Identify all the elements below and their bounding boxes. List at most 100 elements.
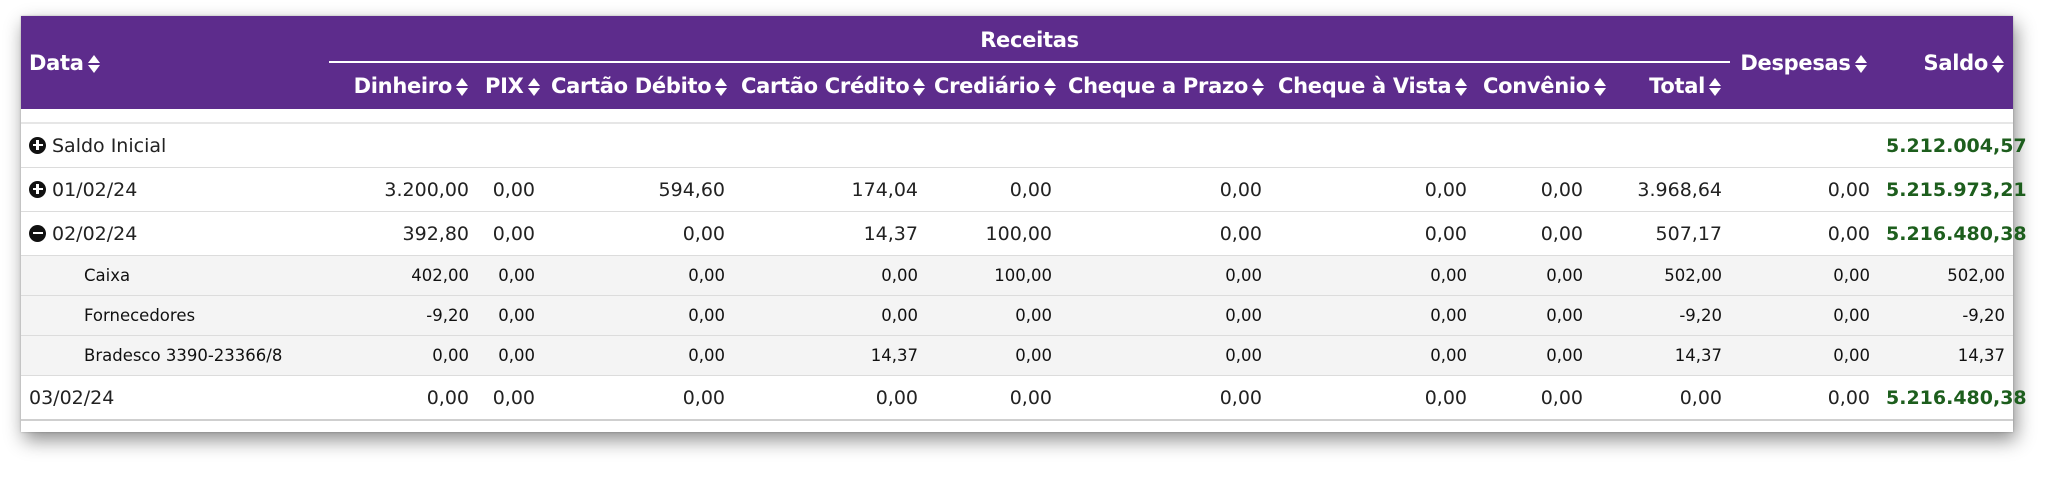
table-cell: -9,20 [1591,295,1731,336]
table-cell: 0,00 [1060,375,1270,421]
table-cell: 0,00 [1270,335,1475,376]
table-cell: 392,80 [329,211,477,256]
sort-icon[interactable] [1455,77,1468,97]
table-cell: 0,00 [477,335,543,376]
column-header-dinheiro[interactable]: Dinheiro [329,63,477,109]
table-cell: 0,00 [543,375,733,421]
table-subrow: Bradesco 3390-23366/8 0,00 0,00 0,00 14,… [21,335,2014,376]
table-row: 03/02/24 0,00 0,00 0,00 0,00 0,00 0,00 0… [21,375,2027,421]
saldo-cell: 5.212.004,57 [1878,123,2027,168]
table-cell: 0,00 [733,255,926,296]
table-row-saldo-inicial: Saldo Inicial 5.212.004,57 [21,123,2027,168]
table-cell: 0,00 [543,255,733,296]
column-header-total[interactable]: Total [1591,63,1731,109]
table-cell: 14,37 [733,335,926,376]
table-cell: 0,00 [926,167,1060,212]
table-cell: 0,00 [477,167,543,212]
table-cell: 0,00 [329,375,477,421]
table-subrow: Caixa 402,00 0,00 0,00 0,00 100,00 0,00 … [21,255,2014,296]
table-cell: 0,00 [1730,335,1879,376]
table-cell: 0,00 [1730,211,1879,256]
table-cell: 0,00 [1060,167,1270,212]
saldo-cell: 5.216.480,38 [1878,375,2027,421]
table-cell: 100,00 [926,255,1060,296]
table-cell: 100,00 [926,211,1060,256]
column-header-cartao-credito[interactable]: Cartão Crédito [733,63,926,109]
table-cell: 0,00 [1270,167,1475,212]
column-group-receitas: Receitas [329,16,1731,63]
table-cell: 3.968,64 [1591,167,1731,212]
column-header-cheque-vista[interactable]: Cheque à Vista [1270,63,1475,109]
sort-icon[interactable] [1043,77,1057,97]
table-cell: 0,00 [477,211,543,256]
sort-icon[interactable] [456,77,469,97]
header-spacer [21,109,2014,124]
sort-icon[interactable] [1992,54,2005,74]
table-cell: 0,00 [1270,211,1475,256]
saldo-cell: 5.215.973,21 [1878,167,2027,212]
table-cell: 0,00 [1060,295,1270,336]
table-cell: 0,00 [926,335,1060,376]
sort-icon[interactable] [1593,77,1607,97]
table-cell: 0,00 [1730,255,1879,296]
table-row: 02/02/24 392,80 0,00 0,00 14,37 100,00 0… [21,211,2027,256]
subrow-label: Caixa [21,255,329,296]
table-cell: 0,00 [477,375,543,421]
table-cell: 0,00 [733,295,926,336]
subrow-label: Bradesco 3390-23366/8 [21,335,329,376]
table-cell: 0,00 [1730,167,1879,212]
table-cell: 0,00 [543,335,733,376]
column-header-cheque-prazo[interactable]: Cheque a Prazo [1060,63,1270,109]
table-cell: -9,20 [329,295,477,336]
table-cell: 0,00 [1475,335,1591,376]
row-date: 03/02/24 [21,375,329,421]
sort-icon[interactable] [913,77,926,97]
minus-circle-icon[interactable] [29,224,46,242]
table-cell: 507,17 [1591,211,1731,256]
table-cell: 0,00 [926,295,1060,336]
column-header-despesas[interactable]: Despesas [1730,16,1879,109]
table-cell: 0,00 [1475,295,1591,336]
row-date: 01/02/24 [21,167,329,212]
table-cell: 594,60 [543,167,733,212]
table-cell: 0,00 [926,375,1060,421]
column-header-saldo[interactable]: Saldo [1878,16,2014,109]
table-cell: 0,00 [1060,211,1270,256]
table-cell: 0,00 [1475,255,1591,296]
table-cell: 402,00 [329,255,477,296]
cash-flow-panel: Data Receitas Despesas Saldo Dinheiro PI… [21,16,2027,432]
row-label: Saldo Inicial [21,123,329,168]
table-row: 01/02/24 3.200,00 0,00 594,60 174,04 0,0… [21,167,2027,212]
table-cell: 0,00 [543,211,733,256]
saldo-cell: 502,00 [1878,255,2014,296]
table-cell: 0,00 [1475,167,1591,212]
column-header-convenio[interactable]: Convênio [1475,63,1606,109]
saldo-cell: -9,20 [1878,295,2014,336]
column-header-date[interactable]: Data [21,16,329,109]
sort-icon[interactable] [1854,54,1868,74]
table-cell: 0,00 [543,295,733,336]
table-cell: 174,04 [733,167,926,212]
table-cell: 502,00 [1591,255,1731,296]
sort-icon[interactable] [1709,77,1722,97]
table-cell: 0,00 [1060,335,1270,376]
sort-icon[interactable] [715,77,728,97]
plus-circle-icon[interactable] [29,136,46,154]
table-cell: 3.200,00 [329,167,477,212]
table-cell: 0,00 [1730,375,1879,421]
sort-icon[interactable] [527,77,541,97]
column-header-pix[interactable]: PIX [477,63,543,109]
sort-icon[interactable] [1252,77,1265,97]
row-date: 02/02/24 [21,211,329,256]
column-header-cartao-debito[interactable]: Cartão Débito [543,63,733,109]
table-cell: 0,00 [477,295,543,336]
table-cell: 0,00 [1270,375,1475,421]
plus-circle-icon[interactable] [29,180,46,198]
column-header-crediario[interactable]: Crediário [926,63,1060,109]
table-cell: 0,00 [1591,375,1731,421]
sort-icon[interactable] [87,54,101,74]
table-cell: 0,00 [1270,255,1475,296]
table-cell: 0,00 [1730,295,1879,336]
table-cell: 0,00 [329,335,477,376]
table-cell: 14,37 [1591,335,1731,376]
